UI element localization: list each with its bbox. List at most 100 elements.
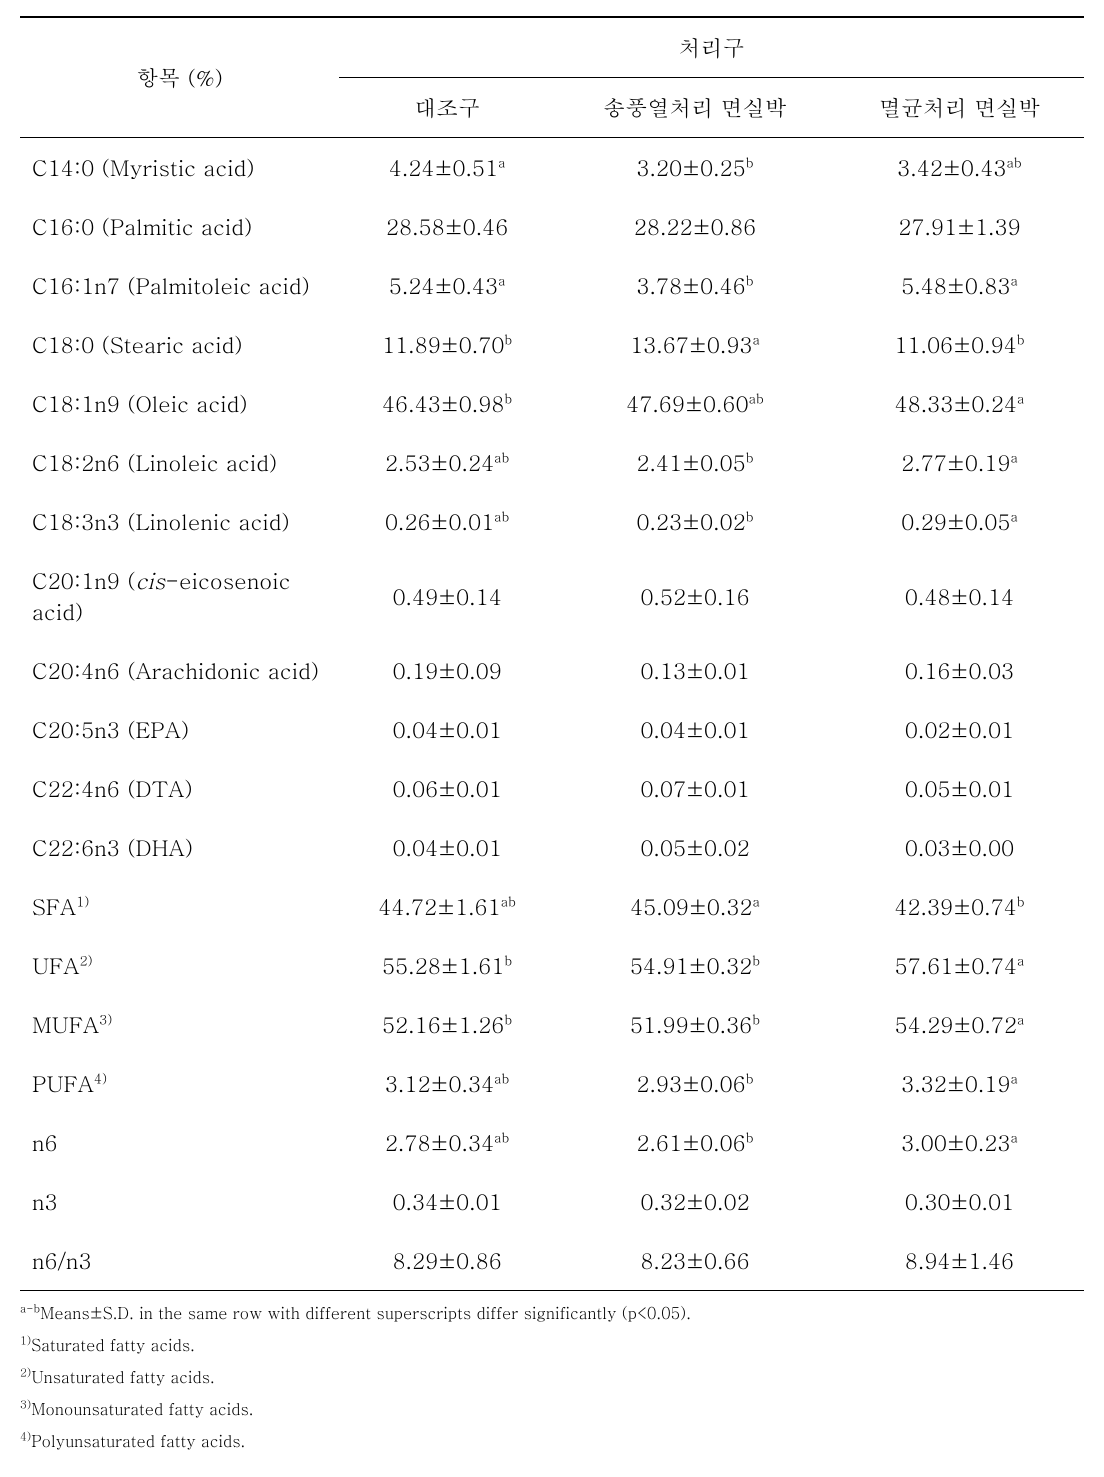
fatty-acid-table: 항목 (%) 처리구 대조구 송풍열처리 면실박 멸균처리 면실박 C14:0 … xyxy=(20,16,1084,1291)
cell-value: 0.52±0.16 xyxy=(555,551,835,641)
table-row: UFA2)55.28±1.61b54.91±0.32b57.61±0.74a xyxy=(20,936,1084,995)
row-label: C20:4n6 (Arachidonic acid) xyxy=(20,641,339,700)
cell-value: 54.29±0.72a xyxy=(835,995,1084,1054)
table-row: n30.34±0.010.32±0.020.30±0.01 xyxy=(20,1172,1084,1231)
row-label: UFA2) xyxy=(20,936,339,995)
table-row: C16:1n7 (Palmitoleic acid)5.24±0.43a3.78… xyxy=(20,256,1084,315)
row-label: C18:0 (Stearic acid) xyxy=(20,315,339,374)
row-label: n6/n3 xyxy=(20,1231,339,1291)
header-group: 처리구 xyxy=(339,17,1084,78)
table-row: C18:2n6 (Linoleic acid)2.53±0.24ab2.41±0… xyxy=(20,433,1084,492)
header-col-2: 멸균처리 면실박 xyxy=(835,78,1084,138)
cell-value: 0.06±0.01 xyxy=(339,759,555,818)
cell-value: 2.77±0.19a xyxy=(835,433,1084,492)
table-row: C18:1n9 (Oleic acid)46.43±0.98b47.69±0.6… xyxy=(20,374,1084,433)
cell-value: 3.12±0.34ab xyxy=(339,1054,555,1113)
cell-value: 46.43±0.98b xyxy=(339,374,555,433)
cell-value: 0.04±0.01 xyxy=(339,818,555,877)
cell-value: 3.42±0.43ab xyxy=(835,138,1084,198)
row-label: PUFA4) xyxy=(20,1054,339,1113)
table-row: C20:1n9 (cis-eicosenoic acid)0.49±0.140.… xyxy=(20,551,1084,641)
cell-value: 5.48±0.83a xyxy=(835,256,1084,315)
footnotes: a-bMeans±S.D. in the same row with diffe… xyxy=(20,1297,1084,1457)
cell-value: 0.26±0.01ab xyxy=(339,492,555,551)
cell-value: 47.69±0.60ab xyxy=(555,374,835,433)
cell-value: 0.13±0.01 xyxy=(555,641,835,700)
cell-value: 8.23±0.66 xyxy=(555,1231,835,1291)
cell-value: 0.16±0.03 xyxy=(835,641,1084,700)
cell-value: 27.91±1.39 xyxy=(835,197,1084,256)
cell-value: 0.05±0.01 xyxy=(835,759,1084,818)
cell-value: 3.78±0.46b xyxy=(555,256,835,315)
footnote: a-bMeans±S.D. in the same row with diffe… xyxy=(20,1297,1084,1329)
footnote: 3)Monounsaturated fatty acids. xyxy=(20,1393,1084,1425)
row-label: C22:6n3 (DHA) xyxy=(20,818,339,877)
footnote: 2)Unsaturated fatty acids. xyxy=(20,1361,1084,1393)
header-col-1: 송풍열처리 면실박 xyxy=(555,78,835,138)
cell-value: 0.04±0.01 xyxy=(339,700,555,759)
cell-value: 0.05±0.02 xyxy=(555,818,835,877)
cell-value: 2.61±0.06b xyxy=(555,1113,835,1172)
cell-value: 3.00±0.23a xyxy=(835,1113,1084,1172)
cell-value: 4.24±0.51a xyxy=(339,138,555,198)
table-row: n6/n38.29±0.868.23±0.668.94±1.46 xyxy=(20,1231,1084,1291)
table-row: PUFA4)3.12±0.34ab2.93±0.06b3.32±0.19a xyxy=(20,1054,1084,1113)
table-row: C18:3n3 (Linolenic acid)0.26±0.01ab0.23±… xyxy=(20,492,1084,551)
cell-value: 48.33±0.24a xyxy=(835,374,1084,433)
cell-value: 44.72±1.61ab xyxy=(339,877,555,936)
cell-value: 0.30±0.01 xyxy=(835,1172,1084,1231)
row-label: n3 xyxy=(20,1172,339,1231)
table-row: C20:5n3 (EPA)0.04±0.010.04±0.010.02±0.01 xyxy=(20,700,1084,759)
cell-value: 2.41±0.05b xyxy=(555,433,835,492)
cell-value: 0.34±0.01 xyxy=(339,1172,555,1231)
table-row: C14:0 (Myristic acid)4.24±0.51a3.20±0.25… xyxy=(20,138,1084,198)
row-label: C18:3n3 (Linolenic acid) xyxy=(20,492,339,551)
row-label: C14:0 (Myristic acid) xyxy=(20,138,339,198)
cell-value: 0.07±0.01 xyxy=(555,759,835,818)
cell-value: 2.78±0.34ab xyxy=(339,1113,555,1172)
cell-value: 0.32±0.02 xyxy=(555,1172,835,1231)
table-row: C18:0 (Stearic acid)11.89±0.70b13.67±0.9… xyxy=(20,315,1084,374)
cell-value: 55.28±1.61b xyxy=(339,936,555,995)
row-label: MUFA3) xyxy=(20,995,339,1054)
row-label: C18:2n6 (Linoleic acid) xyxy=(20,433,339,492)
cell-value: 0.03±0.00 xyxy=(835,818,1084,877)
cell-value: 0.19±0.09 xyxy=(339,641,555,700)
cell-value: 2.93±0.06b xyxy=(555,1054,835,1113)
cell-value: 5.24±0.43a xyxy=(339,256,555,315)
row-label: C22:4n6 (DTA) xyxy=(20,759,339,818)
cell-value: 54.91±0.32b xyxy=(555,936,835,995)
header-rowhead: 항목 (%) xyxy=(20,17,339,138)
footnote: 4)Polyunsaturated fatty acids. xyxy=(20,1425,1084,1457)
cell-value: 0.29±0.05a xyxy=(835,492,1084,551)
cell-value: 13.67±0.93a xyxy=(555,315,835,374)
cell-value: 0.23±0.02b xyxy=(555,492,835,551)
cell-value: 28.22±0.86 xyxy=(555,197,835,256)
cell-value: 28.58±0.46 xyxy=(339,197,555,256)
table-row: n62.78±0.34ab2.61±0.06b3.00±0.23a xyxy=(20,1113,1084,1172)
cell-value: 51.99±0.36b xyxy=(555,995,835,1054)
cell-value: 0.04±0.01 xyxy=(555,700,835,759)
cell-value: 2.53±0.24ab xyxy=(339,433,555,492)
cell-value: 3.32±0.19a xyxy=(835,1054,1084,1113)
cell-value: 8.29±0.86 xyxy=(339,1231,555,1291)
cell-value: 0.02±0.01 xyxy=(835,700,1084,759)
table-row: C16:0 (Palmitic acid)28.58±0.4628.22±0.8… xyxy=(20,197,1084,256)
row-label: C20:1n9 (cis-eicosenoic acid) xyxy=(20,551,339,641)
row-label: C20:5n3 (EPA) xyxy=(20,700,339,759)
cell-value: 57.61±0.74a xyxy=(835,936,1084,995)
cell-value: 8.94±1.46 xyxy=(835,1231,1084,1291)
cell-value: 52.16±1.26b xyxy=(339,995,555,1054)
cell-value: 11.06±0.94b xyxy=(835,315,1084,374)
cell-value: 3.20±0.25b xyxy=(555,138,835,198)
cell-value: 45.09±0.32a xyxy=(555,877,835,936)
cell-value: 0.48±0.14 xyxy=(835,551,1084,641)
cell-value: 0.49±0.14 xyxy=(339,551,555,641)
cell-value: 42.39±0.74b xyxy=(835,877,1084,936)
table-row: C20:4n6 (Arachidonic acid)0.19±0.090.13±… xyxy=(20,641,1084,700)
row-label: C16:1n7 (Palmitoleic acid) xyxy=(20,256,339,315)
table-row: SFA1)44.72±1.61ab45.09±0.32a42.39±0.74b xyxy=(20,877,1084,936)
footnote: 1)Saturated fatty acids. xyxy=(20,1329,1084,1361)
table-row: C22:4n6 (DTA)0.06±0.010.07±0.010.05±0.01 xyxy=(20,759,1084,818)
header-col-0: 대조구 xyxy=(339,78,555,138)
